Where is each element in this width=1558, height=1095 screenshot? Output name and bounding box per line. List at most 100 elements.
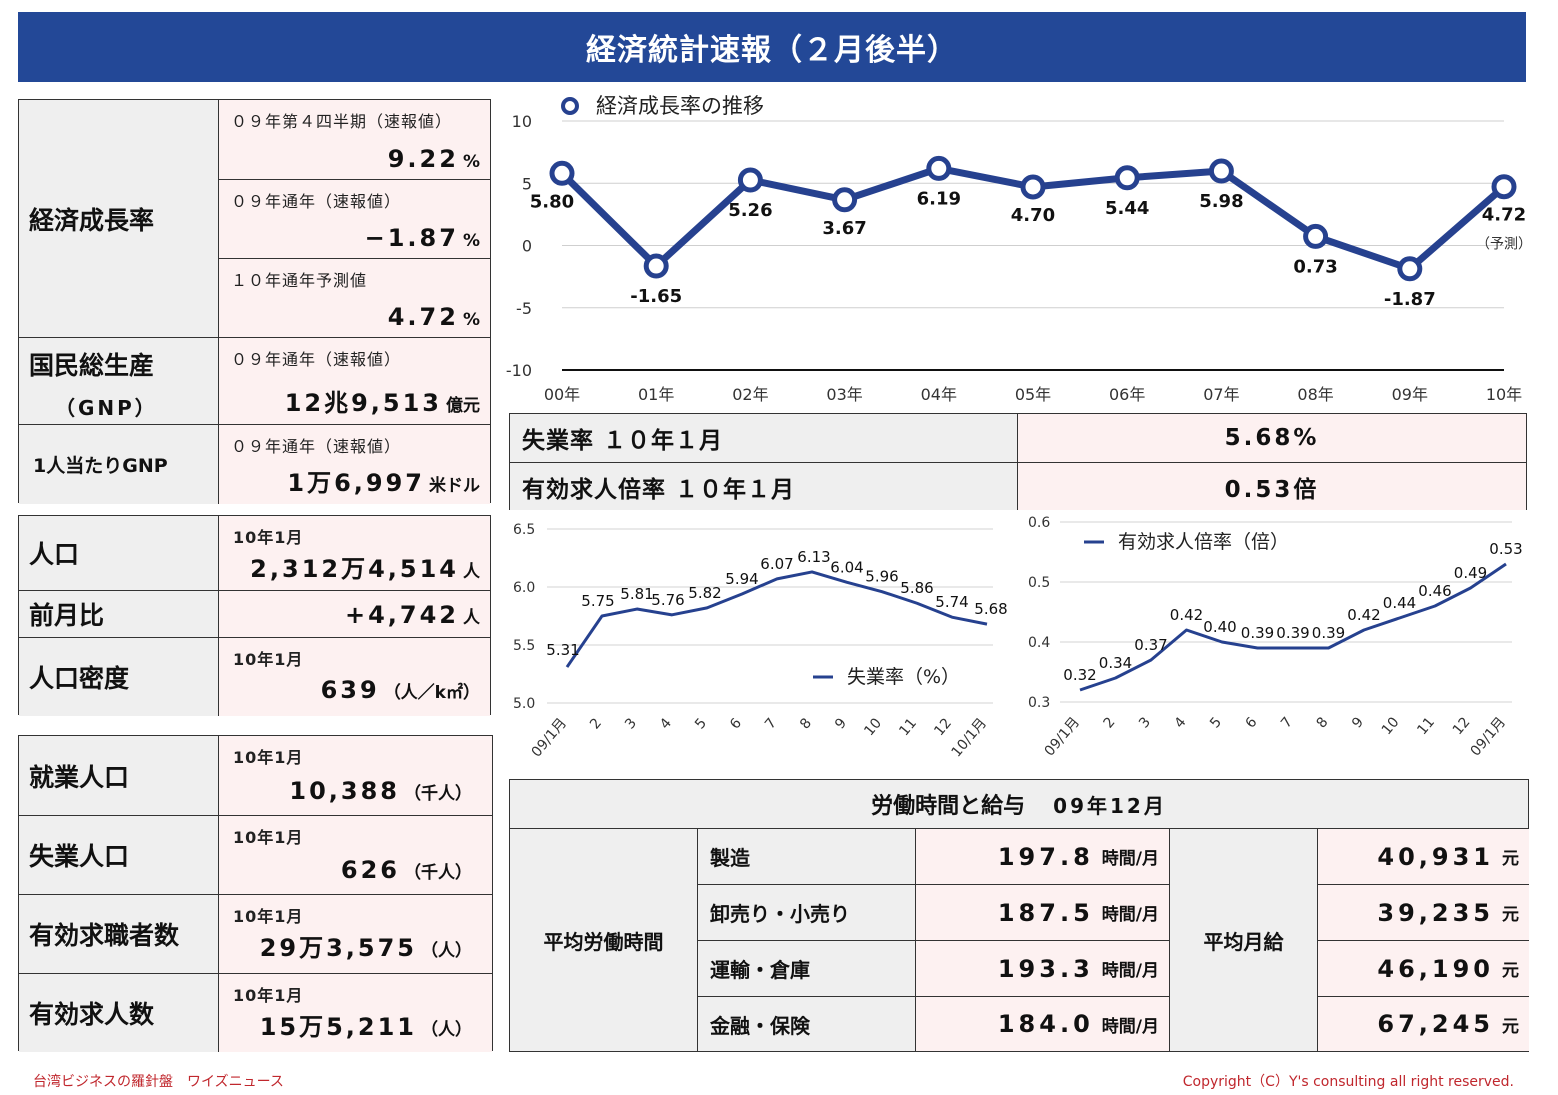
x-tick-label: 5 xyxy=(1207,714,1225,731)
industry-label: 金融・保険 xyxy=(698,997,916,1052)
legend-label: 経済成長率の推移 xyxy=(596,94,764,118)
y-tick-label: 0.5 xyxy=(1028,575,1050,591)
avg-hours-label: 平均労働時間 xyxy=(510,829,698,1052)
labor-hours-salary-table: 労働時間と給与 09年12月 平均労働時間 製造 197.8 時間/月 卸売り・小… xyxy=(509,779,1529,1052)
x-tick-label: 02年 xyxy=(732,385,768,404)
labor-stat-label: 失業人口 xyxy=(19,816,219,894)
gnp-label: 国民総生産 xyxy=(29,351,155,380)
avg-salary-label: 平均月給 xyxy=(1170,829,1318,1052)
growth-data-point xyxy=(1208,158,1234,184)
growth-data-label: -1.87 xyxy=(1384,289,1436,310)
x-tick-label: 12 xyxy=(1450,714,1474,738)
y-tick-label: 6.5 xyxy=(513,522,535,538)
gnp-label-cell: 国民総生産 （GNP） xyxy=(19,338,219,424)
data-label: 6.13 xyxy=(797,548,830,566)
gnp-sublabel: （GNP） xyxy=(55,396,158,420)
mom-value: +4,742 人 xyxy=(344,601,480,629)
x-tick-label: 7 xyxy=(762,715,780,732)
growth-data-label: -1.65 xyxy=(630,286,682,307)
population-value: 2,312万4,514 人 xyxy=(250,555,480,583)
x-tick-label: 6 xyxy=(1243,714,1261,731)
hours-value: 197.8 時間/月 xyxy=(916,829,1170,885)
growth-data-label: 5.26 xyxy=(728,200,772,221)
data-label: 0.39 xyxy=(1241,624,1274,642)
labor-stat-value: 626 （千人） xyxy=(340,856,472,884)
y-tick-label: 10 xyxy=(512,112,532,131)
x-tick-label: 11 xyxy=(1414,714,1438,738)
growth-data-point xyxy=(643,253,669,279)
x-tick-label: 09/1月 xyxy=(529,715,570,760)
labor-stat-label: 就業人口 xyxy=(19,736,219,815)
x-tick-label: 9 xyxy=(1349,714,1367,731)
data-label: 5.74 xyxy=(935,593,968,611)
forecast-note: （予測） xyxy=(1476,237,1532,253)
data-label: 0.34 xyxy=(1099,654,1132,672)
industry-label: 製造 xyxy=(698,829,916,885)
y-tick-label: 6.0 xyxy=(513,580,535,596)
y-tick-label: 5.0 xyxy=(513,696,535,712)
density-label: 人口密度 xyxy=(19,638,219,716)
growth-data-label: 4.70 xyxy=(1011,205,1055,226)
growth-data-point xyxy=(549,160,575,186)
economic-summary-panel: 経済成長率 ０９年第４四半期（速報値） 9.22% ０９年通年（速報値） −1.… xyxy=(18,99,491,504)
gnp-value: 12兆9,513 億元 xyxy=(284,389,480,417)
x-tick-label: 6 xyxy=(727,715,745,732)
labor-stat-label: 有効求人数 xyxy=(19,974,219,1052)
growth-value: 4.72% xyxy=(387,303,480,331)
data-label: 6.04 xyxy=(830,558,863,576)
population-label: 人口 xyxy=(19,516,219,590)
growth-caption: ０９年第４四半期（速報値） xyxy=(231,112,453,131)
growth-value: 9.22% xyxy=(387,145,480,173)
growth-data-point xyxy=(1491,174,1517,200)
growth-data-label: 0.73 xyxy=(1293,256,1337,277)
hours-value: 193.3 時間/月 xyxy=(916,941,1170,997)
data-label: 5.82 xyxy=(688,584,721,602)
x-tick-label: 7 xyxy=(1278,714,1296,731)
growth-caption: ０９年通年（速報値） xyxy=(231,192,402,211)
data-label: 6.07 xyxy=(760,555,793,573)
x-tick-label: 10 xyxy=(861,715,885,739)
y-tick-label: 0.6 xyxy=(1028,515,1050,531)
labor-stat-caption: 10年1月 xyxy=(233,828,304,847)
x-tick-label: 04年 xyxy=(921,385,957,404)
data-label: 0.42 xyxy=(1170,606,1203,624)
data-label: 5.94 xyxy=(725,570,758,588)
series-line xyxy=(565,570,988,668)
y-tick-label: -5 xyxy=(516,299,532,318)
footer-copyright: Copyright（C）Y's consulting all right res… xyxy=(1182,1074,1514,1090)
labor-stat-value: 10,388 （千人） xyxy=(289,777,472,805)
job-ratio-value: 0.53倍 xyxy=(1018,463,1526,510)
data-label: 5.31 xyxy=(546,641,579,659)
x-tick-label: 09/1月 xyxy=(1042,714,1083,759)
x-tick-label: 09/1月 xyxy=(1468,714,1509,759)
data-label: 5.75 xyxy=(581,592,614,610)
growth-label: 経済成長率 xyxy=(19,100,219,337)
footer-source: 台湾ビジネスの羅針盤 ワイズニュース xyxy=(33,1074,284,1090)
x-tick-label: 05年 xyxy=(1015,385,1051,404)
x-tick-label: 10/1月 xyxy=(949,715,990,760)
x-tick-label: 10年 xyxy=(1486,385,1522,404)
x-tick-label: 00年 xyxy=(544,385,580,404)
growth-data-label: 4.72 xyxy=(1482,205,1526,226)
industry-label: 運輸・倉庫 xyxy=(698,941,916,997)
series-line xyxy=(1079,562,1507,692)
population-caption: 10年1月 xyxy=(233,528,304,547)
labor-stat-caption: 10年1月 xyxy=(233,748,304,767)
data-label: 0.32 xyxy=(1063,666,1096,684)
data-label: 5.68 xyxy=(974,600,1007,618)
salary-value: 39,235 元 xyxy=(1318,885,1529,941)
gnp-per-capita-label: 1人当たりGNP xyxy=(19,425,219,504)
data-label: 0.53 xyxy=(1489,540,1522,558)
legend-label: 有効求人倍率（倍） xyxy=(1118,531,1289,553)
hours-value: 184.0 時間/月 xyxy=(916,997,1170,1052)
y-tick-label: 0 xyxy=(522,237,532,256)
labor-stat-label: 有効求職者数 xyxy=(19,895,219,973)
x-tick-label: 03年 xyxy=(826,385,862,404)
growth-data-point xyxy=(926,155,952,181)
growth-data-point xyxy=(1114,165,1140,191)
x-tick-label: 2 xyxy=(1101,714,1119,731)
salary-value: 67,245 元 xyxy=(1318,997,1529,1052)
growth-value: −1.87% xyxy=(364,224,480,252)
x-tick-label: 4 xyxy=(1172,714,1190,731)
